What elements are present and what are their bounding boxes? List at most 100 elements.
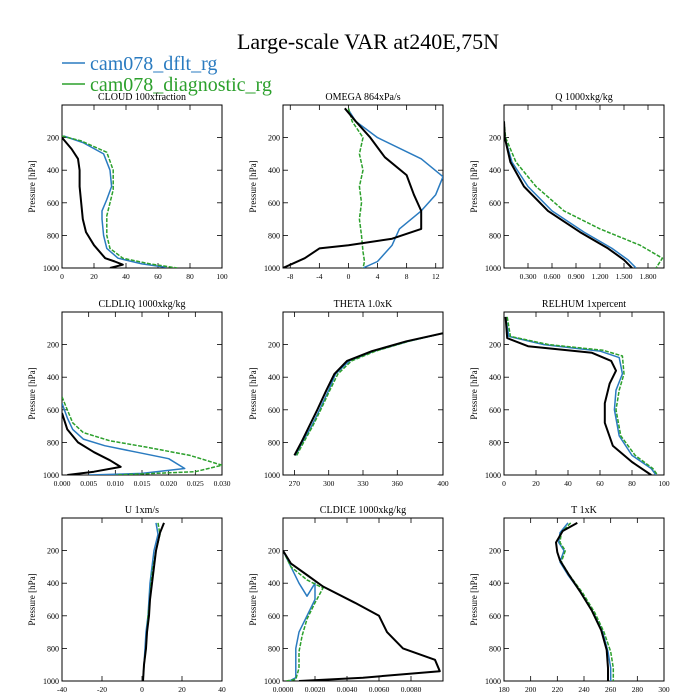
series-line-black [62, 136, 124, 268]
y-axis-label: Pressure [hPa] [248, 367, 258, 419]
x-tick-label: 240 [578, 685, 590, 694]
y-tick-label: 200 [268, 134, 280, 143]
y-tick-label: 1000 [485, 471, 501, 480]
series-line-diagnostic [347, 108, 366, 268]
series-line-dflt [63, 135, 167, 268]
x-tick-label: 260 [605, 685, 617, 694]
plot-frame [61, 517, 223, 682]
series-line-black [283, 550, 441, 681]
y-tick-label: 200 [47, 341, 59, 350]
panel-1: CLOUD 100xfraction2004006008001000Pressu… [27, 92, 228, 281]
series-line-diagnostic [504, 121, 664, 268]
legend: cam078_dflt_rg cam078_diagnostic_rg [62, 53, 272, 96]
x-tick-label: 270 [289, 479, 301, 488]
x-tick-label: 300 [658, 685, 670, 694]
x-tick-label: 1.800 [640, 272, 657, 281]
x-tick-label: 0.0040 [337, 685, 358, 694]
y-tick-label: 800 [268, 438, 280, 447]
x-tick-label: -8 [287, 272, 293, 281]
y-axis-label: Pressure [hPa] [469, 573, 479, 625]
x-tick-label: 0.600 [544, 272, 561, 281]
x-tick-label: 0.005 [80, 479, 97, 488]
y-tick-label: 400 [489, 166, 501, 175]
x-tick-label: 220 [552, 685, 564, 694]
y-tick-label: 400 [268, 166, 280, 175]
series-line-black [283, 107, 423, 268]
panel-6: RELHUM 1xpercent2004006008001000Pressure… [469, 299, 670, 488]
x-tick-label: 0.030 [214, 479, 231, 488]
y-tick-label: 1000 [264, 264, 280, 273]
x-tick-label: 20 [90, 272, 98, 281]
x-tick-label: 12 [432, 272, 440, 281]
x-tick-label: 0 [140, 685, 144, 694]
y-tick-label: 200 [47, 547, 59, 556]
x-tick-label: 8 [405, 272, 409, 281]
y-tick-label: 800 [47, 231, 59, 240]
y-tick-label: 600 [268, 612, 280, 621]
x-tick-label: 0.0060 [369, 685, 390, 694]
x-tick-label: 0.0080 [401, 685, 422, 694]
series-line-black [293, 332, 443, 456]
x-tick-label: 80 [186, 272, 194, 281]
y-tick-label: 800 [268, 644, 280, 653]
y-tick-label: 200 [489, 547, 501, 556]
y-tick-label: 1000 [485, 264, 501, 273]
y-tick-label: 200 [268, 341, 280, 350]
y-tick-label: 1000 [485, 677, 501, 686]
y-tick-label: 1000 [264, 471, 280, 480]
y-tick-label: 400 [268, 579, 280, 588]
x-tick-label: 360 [392, 479, 404, 488]
panel-title: U 1xm/s [125, 505, 159, 516]
legend-label-dflt: cam078_dflt_rg [90, 53, 217, 75]
series-line-black [504, 316, 652, 475]
y-tick-label: 800 [489, 644, 501, 653]
y-tick-label: 800 [489, 231, 501, 240]
y-tick-label: 200 [47, 134, 59, 143]
figure-title: Large-scale VAR at240E,75N [237, 29, 499, 54]
x-tick-label: 0 [60, 272, 64, 281]
x-tick-label: 0.025 [187, 479, 204, 488]
x-tick-label: 0.0000 [273, 685, 294, 694]
panel-9: T 1xK 200 400 600 800 1000 Pressure [hPa] 180 20… [469, 505, 670, 694]
series-line-dflt [62, 403, 186, 475]
y-axis-label: Pressure [hPa] [248, 160, 258, 212]
y-axis-label: Pressure [hPa] [469, 367, 479, 419]
x-tick-label: -4 [316, 272, 322, 281]
x-tick-label: 0.0020 [305, 685, 326, 694]
series-line-dflt [283, 550, 316, 681]
y-tick-label: 400 [489, 579, 501, 588]
y-tick-label: 600 [268, 406, 280, 415]
y-axis-label: Pressure [hPa] [248, 573, 258, 625]
plot-frame [282, 311, 444, 476]
x-tick-label: 280 [632, 685, 644, 694]
series-line-dflt [504, 121, 637, 268]
x-tick-label: 0.015 [134, 479, 151, 488]
y-tick-label: 400 [47, 166, 59, 175]
x-tick-label: 60 [154, 272, 162, 281]
x-tick-label: -40 [57, 685, 67, 694]
series-line-black [142, 522, 165, 681]
y-tick-label: 400 [47, 579, 59, 588]
panel-2: OMEGA 864xPa/s 200 400 600 800 1000 Pressure [… [248, 92, 444, 281]
panel-title: CLOUD 100xfraction [98, 92, 186, 103]
y-tick-label: 1000 [43, 264, 59, 273]
plot-frame [61, 104, 223, 269]
panel-3: Q 1000xkg/kg 200 400 600 800 1000 Pressure [hP… [469, 92, 665, 281]
y-tick-label: 600 [47, 199, 59, 208]
x-tick-label: 0.900 [568, 272, 585, 281]
panel-4: CLDLIQ 1000xkg/kg 200 400 600 800 1000 Pressur… [27, 299, 231, 488]
y-tick-label: 400 [47, 373, 59, 382]
x-tick-label: 20 [178, 685, 186, 694]
y-tick-label: 200 [489, 134, 501, 143]
y-tick-label: 800 [489, 438, 501, 447]
series-line-dflt [557, 522, 612, 681]
y-axis-label: Pressure [hPa] [27, 160, 37, 212]
x-tick-label: 180 [498, 685, 510, 694]
y-tick-label: 800 [268, 231, 280, 240]
panel-title: T 1xK [571, 505, 597, 516]
x-tick-label: 4 [376, 272, 380, 281]
x-tick-label: 60 [596, 479, 604, 488]
x-tick-label: 40 [218, 685, 226, 694]
x-tick-label: 0.000 [54, 479, 71, 488]
x-tick-label: 300 [323, 479, 335, 488]
